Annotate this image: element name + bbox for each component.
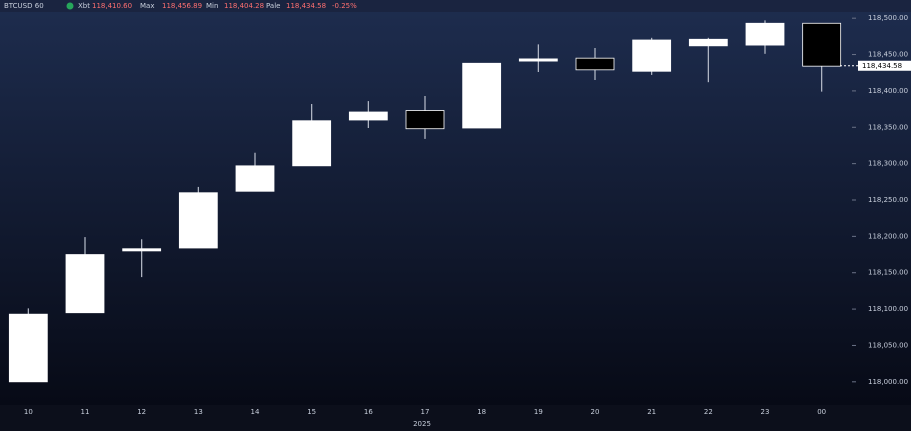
x-tick-label: 11 xyxy=(81,408,90,416)
candle-body xyxy=(462,62,502,129)
open-label: Xbt xyxy=(78,2,90,10)
current-price-box xyxy=(858,60,911,71)
candle-body xyxy=(518,58,558,62)
x-tick-label: 10 xyxy=(24,408,33,416)
status-dot xyxy=(66,2,74,10)
candle-body xyxy=(688,38,728,47)
header: BTCUSD 60 Xbt 118,410.60 Max 118,456.89 … xyxy=(4,2,357,10)
candle-body xyxy=(235,165,275,192)
y-tick-label: 118,300.00 xyxy=(868,160,908,168)
candle-body xyxy=(348,111,388,121)
symbol: BTCUSD 60 xyxy=(4,2,44,10)
y-tick-label: 118,100.00 xyxy=(868,305,908,313)
x-tick-label: 16 xyxy=(364,408,373,416)
x-tick-label: 00 xyxy=(817,408,826,416)
y-tick-label: 118,350.00 xyxy=(868,123,908,131)
y-tick-label: 118,050.00 xyxy=(868,341,908,349)
candle-body xyxy=(745,22,785,46)
candle-body xyxy=(802,22,842,67)
low-label: Min xyxy=(206,2,218,10)
x-tick-label: 19 xyxy=(534,408,543,416)
x-axis-label: 2025 xyxy=(413,420,431,428)
x-tick-label: 15 xyxy=(307,408,316,416)
x-tick-label: 12 xyxy=(137,408,146,416)
candle-body xyxy=(178,192,218,249)
candle-body xyxy=(65,254,105,314)
change-value: -0.25% xyxy=(332,2,357,10)
close-value: 118,434.58 xyxy=(286,2,326,10)
y-tick-label: 118,150.00 xyxy=(868,269,908,277)
y-tick-label: 118,500.00 xyxy=(868,14,908,22)
current-price-label: 118,434.58 xyxy=(862,62,902,70)
y-tick-label: 118,250.00 xyxy=(868,196,908,204)
candle-body xyxy=(8,313,48,383)
x-tick-label: 14 xyxy=(251,408,260,416)
y-tick-label: 118,200.00 xyxy=(868,232,908,240)
x-tick-label: 22 xyxy=(704,408,713,416)
high-value: 118,456.89 xyxy=(162,2,202,10)
candle-body xyxy=(122,248,162,252)
high-label: Max xyxy=(140,2,154,10)
header-bar xyxy=(0,0,911,12)
x-tick-label: 23 xyxy=(761,408,770,416)
y-tick-label: 118,000.00 xyxy=(868,378,908,386)
candle-body xyxy=(405,110,445,130)
open-value: 118,410.60 xyxy=(92,2,132,10)
low-value: 118,404.28 xyxy=(224,2,264,10)
x-tick-label: 17 xyxy=(421,408,430,416)
candle-body xyxy=(632,39,672,72)
x-axis-bar xyxy=(0,405,911,431)
x-tick-label: 20 xyxy=(591,408,600,416)
x-tick-label: 21 xyxy=(647,408,656,416)
plot-background xyxy=(0,0,911,405)
x-tick-label: 18 xyxy=(477,408,486,416)
y-tick-label: 118,400.00 xyxy=(868,87,908,95)
candle-body xyxy=(575,57,615,71)
y-tick-label: 118,450.00 xyxy=(868,51,908,59)
close-label: Pale xyxy=(266,2,280,10)
candle-body xyxy=(292,120,332,167)
x-tick-label: 13 xyxy=(194,408,203,416)
